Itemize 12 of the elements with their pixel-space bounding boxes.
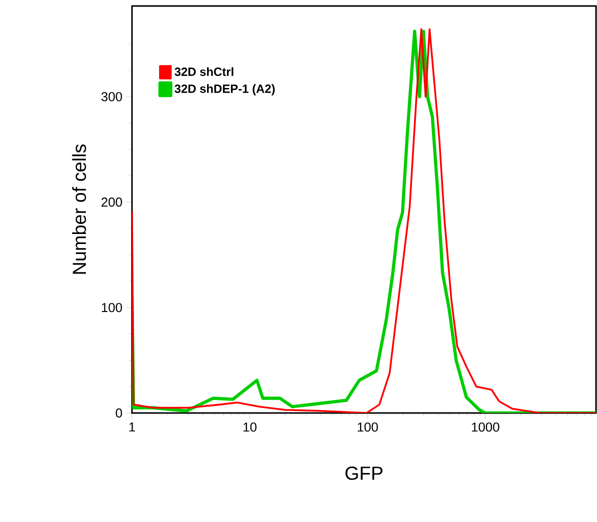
x-axis-title: GFP	[346, 466, 382, 480]
x-tick-label: 1	[129, 422, 135, 432]
y-tick-label: 300	[101, 92, 122, 102]
y-tick-label: 100	[102, 302, 122, 312]
legend-label: 32D shDEP-1 (A2)	[174, 84, 275, 96]
y-axis-title: Number of cells	[72, 144, 86, 274]
x-tick-label: 10	[244, 422, 256, 432]
y-tick-label: 200	[102, 198, 122, 207]
x-tick-label: 100	[358, 422, 378, 432]
x-tick-label: 1000	[472, 422, 500, 432]
y-tick-label: 0	[116, 408, 122, 418]
legend-label: 32D shCtrl	[174, 67, 234, 76]
